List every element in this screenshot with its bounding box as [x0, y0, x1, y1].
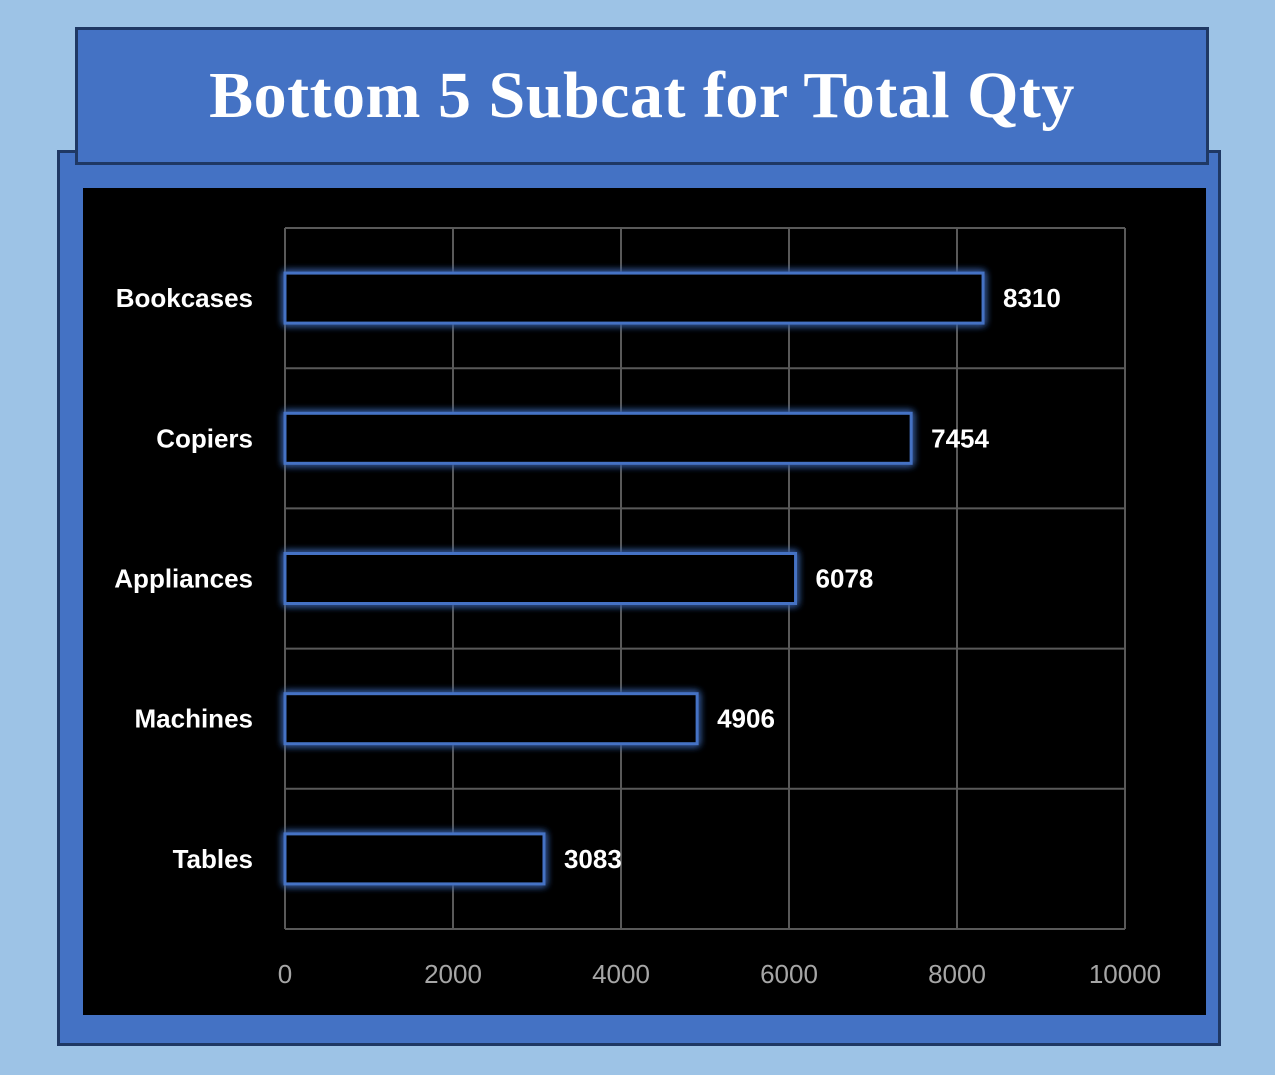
bar-bookcases	[283, 271, 985, 325]
bar-copiers	[283, 411, 913, 465]
category-label: Copiers	[156, 423, 253, 453]
gridlines	[284, 227, 1126, 930]
x-tick-label: 4000	[592, 959, 650, 989]
data-label: 4906	[717, 704, 775, 734]
x-tick-label: 8000	[928, 959, 986, 989]
plot-area: 0 2000 4000 6000 8000 10000 Bookcases 8310 Copie…	[83, 188, 1206, 1015]
category-label: Appliances	[114, 564, 253, 594]
category-label: Tables	[173, 844, 253, 874]
bar-machines	[283, 692, 699, 746]
bar-appliances	[283, 552, 798, 605]
chart-title: Bottom 5 Subcat for Total Qty	[209, 59, 1075, 132]
category-label: Machines	[135, 704, 254, 734]
bar-tables	[283, 832, 546, 886]
x-tick-label: 2000	[424, 959, 482, 989]
data-label: 3083	[564, 844, 622, 874]
bar-chart: 0 2000 4000 6000 8000 10000 Bookcases 8310 Copie…	[114, 227, 1161, 989]
chart-title-box: Bottom 5 Subcat for Total Qty	[75, 27, 1209, 165]
labels: 0 2000 4000 6000 8000 10000 Bookcases 8310 Copie…	[114, 283, 1161, 989]
data-label: 8310	[1003, 283, 1061, 313]
data-label: 7454	[931, 423, 989, 453]
x-tick-label: 0	[278, 959, 292, 989]
x-tick-label: 10000	[1089, 959, 1161, 989]
data-label: 6078	[816, 564, 874, 594]
category-label: Bookcases	[116, 283, 253, 313]
bars	[283, 271, 985, 886]
x-tick-label: 6000	[760, 959, 818, 989]
